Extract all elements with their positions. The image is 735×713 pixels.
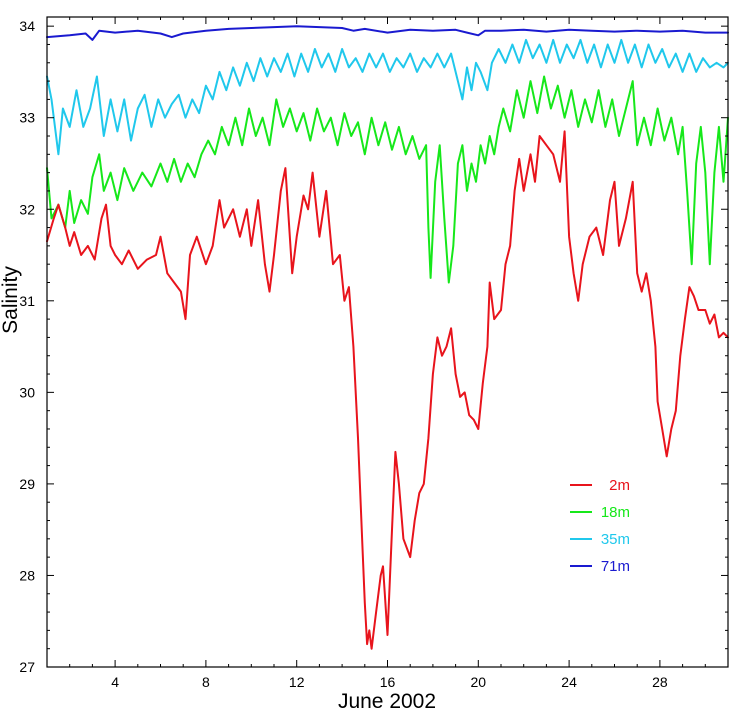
x-tick-label: 16 (380, 674, 396, 690)
legend-label-2m: 2m (609, 477, 630, 494)
series-line-2m (46, 130, 729, 650)
y-tick-label: 34 (19, 18, 35, 34)
series-layer (46, 25, 729, 650)
y-tick-label: 29 (19, 476, 35, 492)
y-tick-label: 33 (19, 110, 35, 126)
series-line-18m (46, 75, 729, 284)
legend: 2m 18m 35m 71m (570, 477, 630, 575)
x-tick-label: 24 (561, 674, 577, 690)
legend-label-35m: 35m (601, 531, 630, 548)
y-tick-label: 32 (19, 201, 35, 217)
x-axis-title: June 2002 (338, 690, 436, 713)
y-tick-label: 27 (19, 659, 35, 675)
tick-layer: 4 8 12 16 20 24 28 27 28 29 30 31 32 33 34 (19, 17, 729, 690)
y-tick-label: 31 (19, 293, 35, 309)
x-tick-label: 12 (289, 674, 305, 690)
y-axis-title: Salinity (0, 266, 22, 334)
y-tick-label: 28 (19, 567, 35, 583)
x-tick-label: 4 (111, 674, 119, 690)
x-tick-label: 8 (202, 674, 210, 690)
x-tick-label: 28 (652, 674, 668, 690)
series-line-71m (46, 25, 729, 41)
series-line-35m (46, 38, 729, 156)
legend-label-71m: 71m (601, 558, 630, 575)
legend-label-18m: 18m (601, 504, 630, 521)
x-tick-label: 20 (471, 674, 487, 690)
y-tick-label: 30 (19, 384, 35, 400)
